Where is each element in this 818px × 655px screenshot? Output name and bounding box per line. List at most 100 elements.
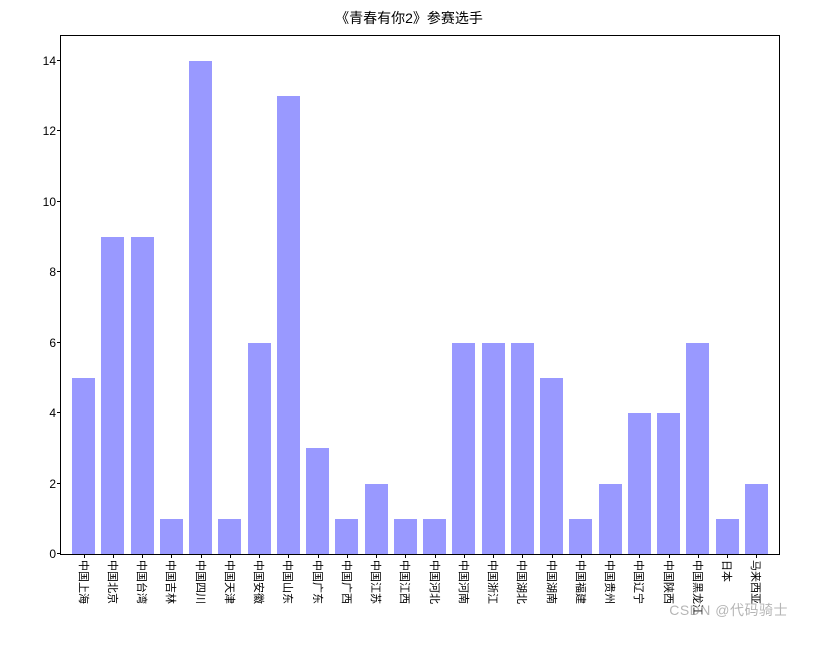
bar-slot: 中国福建 — [566, 36, 595, 554]
x-tick-label: 中国湖南 — [544, 554, 560, 604]
y-tick-label: 8 — [31, 265, 56, 279]
x-tick-mark — [522, 554, 523, 558]
x-tick-mark — [639, 554, 640, 558]
bar — [101, 237, 124, 554]
bar-slot: 中国贵州 — [596, 36, 625, 554]
bar-slot: 中国吉林 — [157, 36, 186, 554]
x-tick-mark — [84, 554, 85, 558]
x-tick-mark — [201, 554, 202, 558]
y-tick-mark — [57, 483, 61, 484]
bar — [482, 343, 505, 554]
x-tick-label: 中国福建 — [573, 554, 589, 604]
y-tick-label: 12 — [31, 124, 56, 138]
bar — [657, 413, 680, 554]
bar-slot: 中国台湾 — [128, 36, 157, 554]
bar-slot: 日本 — [713, 36, 742, 554]
bar-slot: 中国广西 — [332, 36, 361, 554]
x-tick-label: 中国上海 — [76, 554, 92, 604]
x-tick-label: 中国台湾 — [134, 554, 150, 604]
bar — [248, 343, 271, 554]
bar — [131, 237, 154, 554]
y-tick-label: 2 — [31, 477, 56, 491]
x-tick-mark — [493, 554, 494, 558]
bar-slot: 中国浙江 — [479, 36, 508, 554]
x-tick-label: 中国山东 — [280, 554, 296, 604]
bar — [745, 484, 768, 554]
bar-slot: 中国河北 — [420, 36, 449, 554]
bar — [423, 519, 446, 554]
x-tick-mark — [230, 554, 231, 558]
bar-slot: 中国上海 — [69, 36, 98, 554]
y-tick-mark — [57, 60, 61, 61]
bar-slot: 中国北京 — [98, 36, 127, 554]
x-tick-label: 中国北京 — [105, 554, 121, 604]
bar — [218, 519, 241, 554]
y-tick-label: 14 — [31, 54, 56, 68]
bar-slot: 中国四川 — [186, 36, 215, 554]
bar-slot: 中国辽宁 — [625, 36, 654, 554]
x-tick-label: 中国天津 — [222, 554, 238, 604]
bar — [599, 484, 622, 554]
bar-slot: 中国黑龙江 — [683, 36, 712, 554]
chart-container: 《青春有你2》参赛选手 中国上海中国北京中国台湾中国吉林中国四川中国天津中国安徽… — [0, 0, 818, 655]
x-tick-mark — [113, 554, 114, 558]
bar-slot: 中国山东 — [274, 36, 303, 554]
bar-slot: 中国湖南 — [537, 36, 566, 554]
bar-slot: 中国江苏 — [362, 36, 391, 554]
x-tick-mark — [318, 554, 319, 558]
bar — [306, 448, 329, 554]
x-tick-label: 马来西亚 — [748, 554, 764, 604]
x-tick-mark — [259, 554, 260, 558]
x-tick-mark — [610, 554, 611, 558]
y-tick-label: 0 — [31, 547, 56, 561]
y-tick-label: 10 — [31, 195, 56, 209]
x-tick-mark — [669, 554, 670, 558]
bar — [511, 343, 534, 554]
bar — [72, 378, 95, 554]
bar — [189, 61, 212, 554]
bar-slot: 中国湖北 — [508, 36, 537, 554]
bar-slot: 中国安徽 — [245, 36, 274, 554]
x-tick-mark — [435, 554, 436, 558]
plot-area: 中国上海中国北京中国台湾中国吉林中国四川中国天津中国安徽中国山东中国广东中国广西… — [60, 35, 780, 555]
x-tick-mark — [464, 554, 465, 558]
bar — [628, 413, 651, 554]
x-tick-label: 中国湖北 — [514, 554, 530, 604]
x-tick-label: 中国安徽 — [251, 554, 267, 604]
x-tick-mark — [552, 554, 553, 558]
x-tick-label: 中国河北 — [427, 554, 443, 604]
bar — [365, 484, 388, 554]
x-tick-label: 中国江苏 — [368, 554, 384, 604]
bar — [394, 519, 417, 554]
x-tick-mark — [581, 554, 582, 558]
x-tick-mark — [376, 554, 377, 558]
x-tick-label: 中国河南 — [456, 554, 472, 604]
x-tick-label: 日本 — [719, 554, 735, 582]
y-tick-mark — [57, 412, 61, 413]
x-tick-mark — [405, 554, 406, 558]
x-tick-label: 中国江西 — [397, 554, 413, 604]
x-tick-label: 中国陕西 — [661, 554, 677, 604]
bar-slot: 中国江西 — [391, 36, 420, 554]
bar — [277, 96, 300, 554]
x-tick-label: 中国吉林 — [163, 554, 179, 604]
y-tick-mark — [57, 130, 61, 131]
x-tick-label: 中国四川 — [193, 554, 209, 604]
x-tick-mark — [142, 554, 143, 558]
y-tick-label: 6 — [31, 336, 56, 350]
bar — [160, 519, 183, 554]
bars-wrap: 中国上海中国北京中国台湾中国吉林中国四川中国天津中国安徽中国山东中国广东中国广西… — [61, 36, 779, 554]
bar — [686, 343, 709, 554]
x-tick-label: 中国广西 — [339, 554, 355, 604]
bar-slot: 中国天津 — [215, 36, 244, 554]
x-tick-label: 中国浙江 — [485, 554, 501, 604]
watermark-text: CSDN @代码骑士 — [669, 600, 788, 620]
y-tick-mark — [57, 342, 61, 343]
y-tick-label: 4 — [31, 406, 56, 420]
x-tick-mark — [171, 554, 172, 558]
bar — [452, 343, 475, 554]
x-tick-mark — [347, 554, 348, 558]
y-tick-mark — [57, 271, 61, 272]
chart-title: 《青春有你2》参赛选手 — [0, 8, 818, 28]
x-tick-label: 中国辽宁 — [631, 554, 647, 604]
